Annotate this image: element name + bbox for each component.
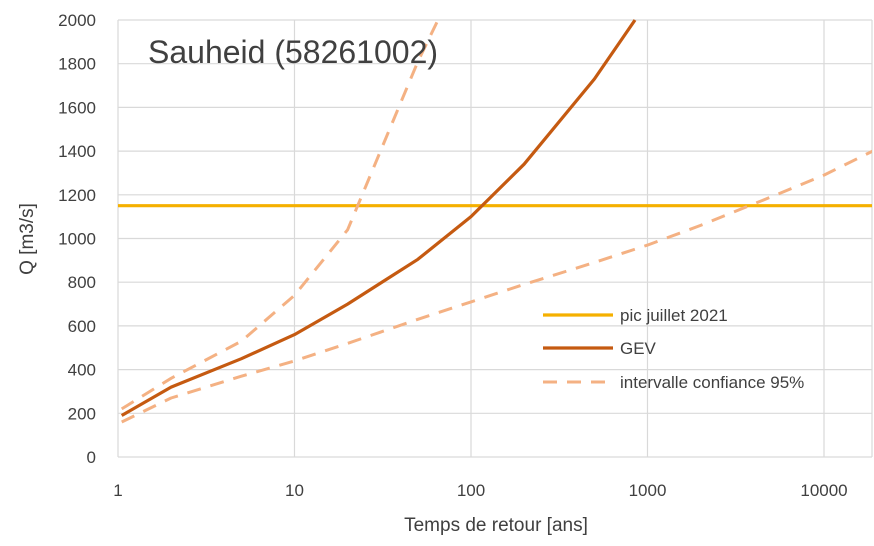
- y-axis-ticks: 0 200 400 600 800 1000 1200 1400 1600 1800 2000: [58, 11, 96, 467]
- x-tick-label: 10: [285, 481, 304, 500]
- legend-label: pic juillet 2021: [620, 306, 728, 325]
- x-tick-label: 1000: [629, 481, 667, 500]
- legend: pic juillet 2021 GEV intervalle confiance …: [543, 306, 804, 392]
- y-tick-label: 600: [68, 317, 96, 336]
- y-tick-label: 200: [68, 404, 96, 423]
- series-line: [121, 149, 872, 424]
- legend-label: intervalle confiance 95%: [620, 373, 804, 392]
- x-tick-label: 10000: [800, 481, 847, 500]
- x-axis-title: Temps de retour [ans]: [404, 515, 588, 536]
- y-tick-label: 800: [68, 273, 96, 292]
- x-axis-ticks: 1 10 100 1000 10000: [113, 481, 847, 500]
- y-tick-label: 0: [87, 448, 96, 467]
- y-tick-label: 1400: [58, 142, 96, 161]
- y-tick-label: 1800: [58, 55, 96, 74]
- x-tick-label: 100: [457, 481, 485, 500]
- y-tick-label: 2000: [58, 11, 96, 30]
- y-tick-label: 1200: [58, 186, 96, 205]
- series-line: [120, 19, 440, 411]
- y-tick-label: 1000: [58, 230, 96, 249]
- x-tick-label: 1: [113, 481, 122, 500]
- y-tick-label: 400: [68, 361, 96, 380]
- chart-title: Sauheid (58261002): [148, 34, 438, 70]
- series: [118, 19, 872, 424]
- legend-label: GEV: [620, 339, 657, 358]
- y-axis-title: Q [m3/s]: [17, 203, 38, 275]
- series-line: [120, 19, 637, 417]
- y-tick-label: 1600: [58, 98, 96, 117]
